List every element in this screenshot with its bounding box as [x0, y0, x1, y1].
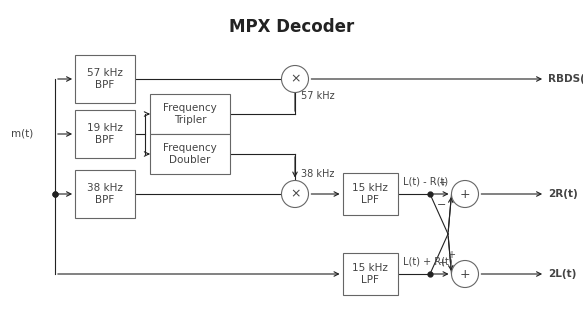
Bar	[75, 170, 135, 218]
Circle shape	[282, 65, 308, 92]
Bar	[75, 110, 135, 158]
Text: $+$: $+$	[459, 188, 470, 200]
Text: Frequency
Tripler: Frequency Tripler	[163, 103, 217, 125]
Text: +: +	[438, 258, 447, 268]
Text: L(t) + R(t): L(t) + R(t)	[402, 257, 452, 267]
Text: 19 kHz
BPF: 19 kHz BPF	[87, 123, 123, 145]
Text: Frequency
Doubler: Frequency Doubler	[163, 143, 217, 165]
Circle shape	[451, 181, 479, 208]
Bar	[150, 134, 230, 174]
Text: +: +	[438, 178, 447, 188]
Bar	[342, 253, 398, 295]
Text: 38 kHz: 38 kHz	[301, 169, 335, 179]
Text: −: −	[437, 200, 447, 210]
Text: 2R(t): 2R(t)	[548, 189, 578, 199]
Text: m(t): m(t)	[10, 129, 33, 139]
Text: $+$: $+$	[459, 267, 470, 281]
Bar	[342, 173, 398, 215]
Text: 38 kHz
BPF: 38 kHz BPF	[87, 183, 123, 205]
Circle shape	[282, 181, 308, 208]
Text: RBDS(t): RBDS(t)	[548, 74, 583, 84]
Text: L(t) - R(t): L(t) - R(t)	[402, 177, 448, 187]
Text: 15 kHz
LPF: 15 kHz LPF	[352, 183, 388, 205]
Text: 2L(t): 2L(t)	[548, 269, 577, 279]
Text: 57 kHz
BPF: 57 kHz BPF	[87, 68, 123, 90]
Circle shape	[451, 261, 479, 288]
Text: 57 kHz: 57 kHz	[301, 91, 335, 102]
Text: +: +	[448, 250, 455, 260]
Bar	[150, 94, 230, 134]
Bar	[75, 55, 135, 103]
Text: 15 kHz
LPF: 15 kHz LPF	[352, 263, 388, 285]
Text: $\times$: $\times$	[290, 188, 300, 200]
Text: MPX Decoder: MPX Decoder	[229, 18, 354, 36]
Text: $\times$: $\times$	[290, 72, 300, 86]
